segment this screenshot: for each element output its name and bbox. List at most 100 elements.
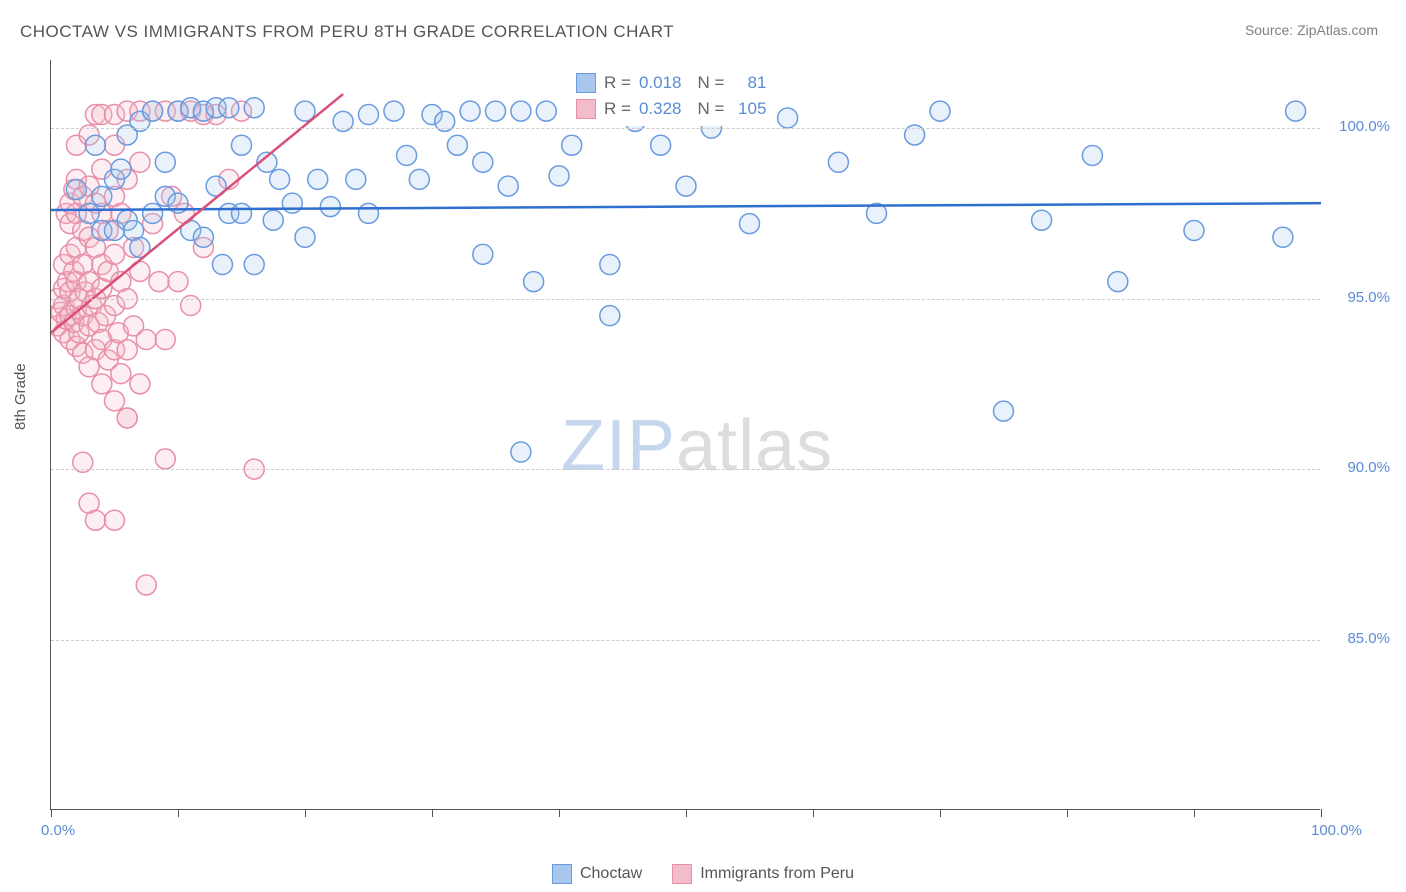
- x-tick: [178, 809, 179, 817]
- stats-n-peru: 105: [732, 99, 766, 119]
- data-point-choctaw: [111, 159, 131, 179]
- data-point-choctaw: [308, 169, 328, 189]
- gridline-h: [51, 299, 1320, 300]
- legend-item-choctaw: Choctaw: [552, 864, 642, 884]
- data-point-choctaw: [1184, 220, 1204, 240]
- data-point-choctaw: [282, 193, 302, 213]
- stats-r-label: R =: [604, 99, 631, 119]
- legend-label-choctaw: Choctaw: [580, 865, 642, 883]
- data-point-choctaw: [536, 101, 556, 121]
- data-point-choctaw: [232, 135, 252, 155]
- stats-r-label: R =: [604, 73, 631, 93]
- data-point-choctaw: [143, 203, 163, 223]
- data-point-peru: [105, 391, 125, 411]
- data-point-choctaw: [79, 203, 99, 223]
- data-point-peru: [136, 575, 156, 595]
- stats-row-choctaw: R = 0.018 N = 81: [576, 70, 766, 96]
- plot-area: ZIPatlas R = 0.018 N = 81 R = 0.328 N = …: [50, 60, 1320, 810]
- data-point-peru: [105, 510, 125, 530]
- data-point-choctaw: [232, 203, 252, 223]
- gridline-h: [51, 469, 1320, 470]
- data-point-choctaw: [486, 101, 506, 121]
- data-point-choctaw: [397, 145, 417, 165]
- data-point-peru: [117, 408, 137, 428]
- data-point-choctaw: [473, 152, 493, 172]
- data-point-choctaw: [524, 272, 544, 292]
- data-point-choctaw: [92, 186, 112, 206]
- y-tick-label: 100.0%: [1330, 118, 1390, 135]
- data-point-choctaw: [549, 166, 569, 186]
- data-point-choctaw: [193, 227, 213, 247]
- data-point-choctaw: [994, 401, 1014, 421]
- data-point-choctaw: [460, 101, 480, 121]
- data-point-peru: [105, 244, 125, 264]
- data-point-choctaw: [447, 135, 467, 155]
- x-tick: [813, 809, 814, 817]
- x-tick: [1067, 809, 1068, 817]
- data-point-peru: [130, 374, 150, 394]
- y-tick-label: 95.0%: [1330, 289, 1390, 306]
- swatch-choctaw: [552, 864, 572, 884]
- data-point-choctaw: [346, 169, 366, 189]
- data-point-choctaw: [85, 135, 105, 155]
- data-point-peru: [155, 330, 175, 350]
- data-point-choctaw: [359, 105, 379, 125]
- data-point-peru: [85, 510, 105, 530]
- stats-row-peru: R = 0.328 N = 105: [576, 96, 766, 122]
- data-point-choctaw: [66, 180, 86, 200]
- data-point-choctaw: [143, 101, 163, 121]
- data-point-choctaw: [155, 152, 175, 172]
- legend-item-peru: Immigrants from Peru: [672, 864, 854, 884]
- data-point-choctaw: [1082, 145, 1102, 165]
- data-point-choctaw: [384, 101, 404, 121]
- x-tick: [51, 809, 52, 817]
- swatch-peru: [576, 99, 596, 119]
- scatter-svg: [51, 60, 1321, 810]
- data-point-choctaw: [244, 255, 264, 275]
- data-point-choctaw: [676, 176, 696, 196]
- data-point-peru: [168, 272, 188, 292]
- legend-bottom: Choctaw Immigrants from Peru: [0, 864, 1406, 884]
- gridline-h: [51, 640, 1320, 641]
- chart-title: CHOCTAW VS IMMIGRANTS FROM PERU 8TH GRAD…: [20, 22, 674, 42]
- data-point-choctaw: [219, 98, 239, 118]
- gridline-h: [51, 128, 1320, 129]
- x-tick: [432, 809, 433, 817]
- data-point-choctaw: [212, 255, 232, 275]
- data-point-choctaw: [498, 176, 518, 196]
- data-point-peru: [92, 374, 112, 394]
- data-point-choctaw: [473, 244, 493, 264]
- data-point-peru: [117, 340, 137, 360]
- stats-n-label: N =: [697, 99, 724, 119]
- data-point-choctaw: [930, 101, 950, 121]
- stats-n-label: N =: [697, 73, 724, 93]
- y-tick-label: 90.0%: [1330, 459, 1390, 476]
- data-point-choctaw: [244, 98, 264, 118]
- source-label: Source: ZipAtlas.com: [1245, 22, 1378, 38]
- data-point-peru: [111, 364, 131, 384]
- stats-legend: R = 0.018 N = 81 R = 0.328 N = 105: [566, 66, 776, 126]
- x-tick: [559, 809, 560, 817]
- data-point-choctaw: [295, 227, 315, 247]
- x-tick: [1321, 809, 1322, 817]
- data-point-choctaw: [651, 135, 671, 155]
- data-point-choctaw: [740, 214, 760, 234]
- x-tick: [686, 809, 687, 817]
- data-point-choctaw: [511, 101, 531, 121]
- x-tick: [305, 809, 306, 817]
- data-point-choctaw: [562, 135, 582, 155]
- data-point-choctaw: [1286, 101, 1306, 121]
- x-tick-label: 100.0%: [1311, 822, 1362, 839]
- data-point-peru: [130, 152, 150, 172]
- data-point-choctaw: [778, 108, 798, 128]
- data-point-choctaw: [600, 306, 620, 326]
- legend-label-peru: Immigrants from Peru: [700, 865, 854, 883]
- data-point-choctaw: [263, 210, 283, 230]
- swatch-choctaw: [576, 73, 596, 93]
- data-point-peru: [155, 449, 175, 469]
- data-point-choctaw: [409, 169, 429, 189]
- data-point-choctaw: [511, 442, 531, 462]
- y-tick-label: 85.0%: [1330, 630, 1390, 647]
- data-point-choctaw: [1273, 227, 1293, 247]
- y-axis-label: 8th Grade: [12, 363, 29, 430]
